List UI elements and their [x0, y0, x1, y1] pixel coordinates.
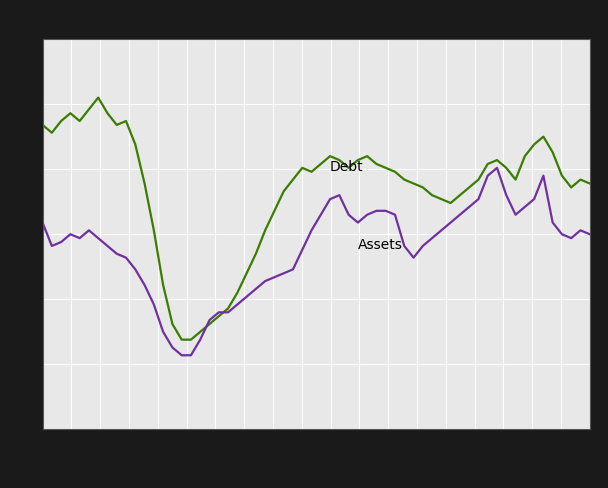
- Text: Assets: Assets: [358, 238, 402, 252]
- Text: Debt: Debt: [330, 160, 364, 174]
